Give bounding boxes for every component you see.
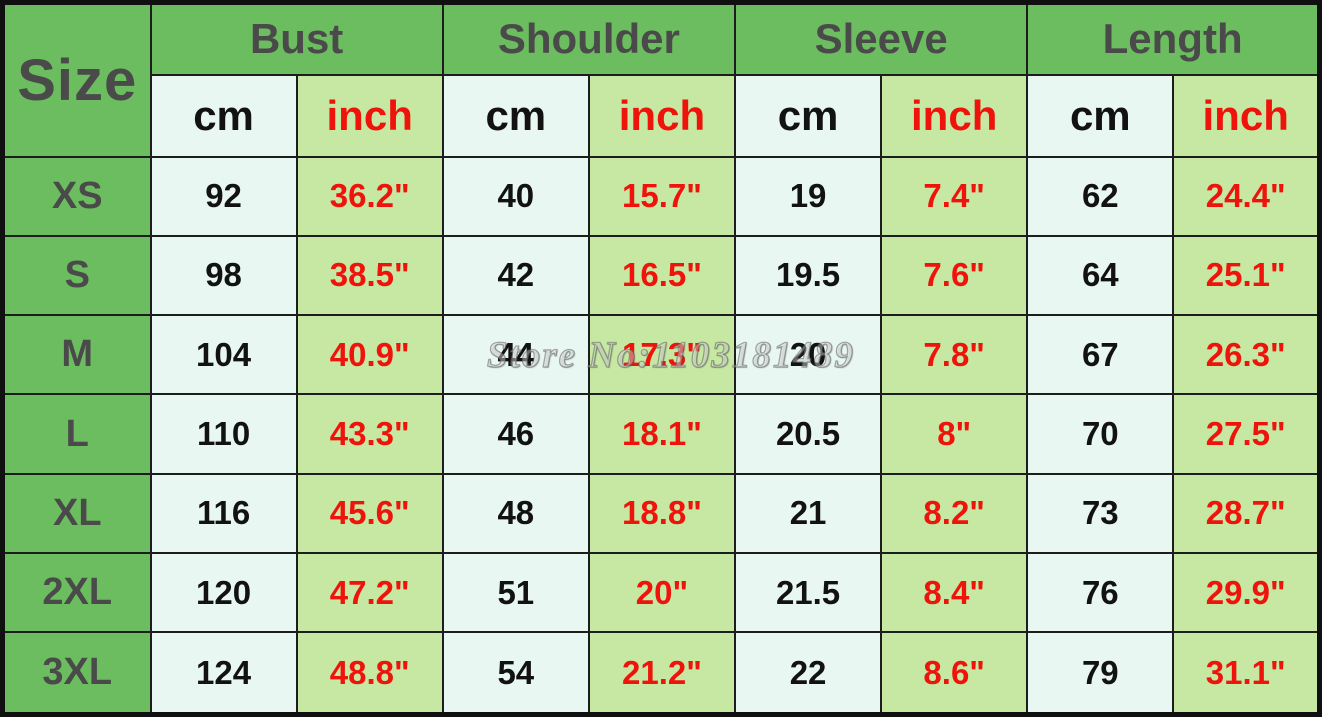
shoulder-inch-cell: 16.5" bbox=[587, 234, 737, 317]
table-row: XS 92 36.2" 40 15.7" 19 7.4" 62 24.4" bbox=[1, 155, 1321, 237]
bust-inch-cell: 43.3" bbox=[295, 393, 444, 475]
bust-cm-header: cm bbox=[149, 73, 298, 158]
shoulder-inch-cell: 21.2" bbox=[587, 631, 737, 716]
shoulder-inch-cell: 20" bbox=[587, 552, 737, 634]
sleeve-cm-cell: 21 bbox=[733, 472, 883, 555]
size-label-cell: M bbox=[1, 314, 152, 396]
size-label-cell: S bbox=[1, 234, 152, 317]
sleeve-cm-cell: 20.5 bbox=[733, 393, 883, 475]
bust-cm-cell: 92 bbox=[149, 155, 298, 237]
bust-inch-cell: 48.8" bbox=[295, 631, 444, 716]
length-cm-cell: 64 bbox=[1026, 234, 1175, 317]
table-row: 2XL 120 47.2" 51 20" 21.5 8.4" 76 29.9" bbox=[1, 552, 1321, 634]
bust-inch-cell: 40.9" bbox=[295, 314, 444, 396]
shoulder-inch-cell: 15.7" bbox=[587, 155, 737, 237]
shoulder-inch-cell: 17.3" bbox=[587, 314, 737, 396]
length-cm-cell: 73 bbox=[1026, 472, 1175, 555]
length-inch-cell: 24.4" bbox=[1172, 155, 1321, 237]
sleeve-inch-cell: 8.4" bbox=[880, 552, 1029, 634]
length-cm-cell: 76 bbox=[1026, 552, 1175, 634]
table-row: S 98 38.5" 42 16.5" 19.5 7.6" 64 25.1" bbox=[1, 234, 1321, 317]
bust-cm-cell: 104 bbox=[149, 314, 298, 396]
sleeve-group-header: Sleeve bbox=[733, 1, 1029, 76]
shoulder-cm-cell: 40 bbox=[441, 155, 590, 237]
sleeve-inch-cell: 8.2" bbox=[880, 472, 1029, 555]
size-label-cell: 3XL bbox=[1, 631, 152, 716]
length-inch-cell: 28.7" bbox=[1172, 472, 1321, 555]
sleeve-cm-cell: 19.5 bbox=[733, 234, 883, 317]
bust-inch-cell: 47.2" bbox=[295, 552, 444, 634]
shoulder-cm-cell: 48 bbox=[441, 472, 590, 555]
sleeve-cm-header: cm bbox=[733, 73, 883, 158]
shoulder-inch-header: inch bbox=[587, 73, 737, 158]
length-inch-header: inch bbox=[1172, 73, 1321, 158]
sleeve-cm-cell: 19 bbox=[733, 155, 883, 237]
bust-inch-header: inch bbox=[295, 73, 444, 158]
shoulder-cm-cell: 42 bbox=[441, 234, 590, 317]
shoulder-cm-header: cm bbox=[441, 73, 590, 158]
bust-cm-cell: 124 bbox=[149, 631, 298, 716]
length-group-header: Length bbox=[1026, 1, 1321, 76]
table-row: XL 116 45.6" 48 18.8" 21 8.2" 73 28.7" bbox=[1, 472, 1321, 555]
sleeve-cm-cell: 20 bbox=[733, 314, 883, 396]
length-inch-cell: 27.5" bbox=[1172, 393, 1321, 475]
table-row: 3XL 124 48.8" 54 21.2" 22 8.6" 79 31.1" bbox=[1, 631, 1321, 716]
bust-cm-cell: 120 bbox=[149, 552, 298, 634]
length-cm-cell: 62 bbox=[1026, 155, 1175, 237]
shoulder-cm-cell: 46 bbox=[441, 393, 590, 475]
sleeve-inch-cell: 8.6" bbox=[880, 631, 1029, 716]
bust-group-header: Bust bbox=[149, 1, 444, 76]
sleeve-inch-cell: 8" bbox=[880, 393, 1029, 475]
length-inch-cell: 25.1" bbox=[1172, 234, 1321, 317]
length-cm-cell: 79 bbox=[1026, 631, 1175, 716]
bust-inch-cell: 38.5" bbox=[295, 234, 444, 317]
shoulder-cm-cell: 54 bbox=[441, 631, 590, 716]
length-inch-cell: 29.9" bbox=[1172, 552, 1321, 634]
table-row: M 104 40.9" 44 17.3" 20 7.8" 67 26.3" bbox=[1, 314, 1321, 396]
length-inch-cell: 31.1" bbox=[1172, 631, 1321, 716]
shoulder-group-header: Shoulder bbox=[441, 1, 737, 76]
shoulder-cm-cell: 51 bbox=[441, 552, 590, 634]
sleeve-inch-cell: 7.8" bbox=[880, 314, 1029, 396]
length-cm-cell: 67 bbox=[1026, 314, 1175, 396]
length-cm-header: cm bbox=[1026, 73, 1175, 158]
sleeve-cm-cell: 22 bbox=[733, 631, 883, 716]
table-row: L 110 43.3" 46 18.1" 20.5 8" 70 27.5" bbox=[1, 393, 1321, 475]
size-label-cell: 2XL bbox=[1, 552, 152, 634]
size-label-cell: L bbox=[1, 393, 152, 475]
sleeve-inch-cell: 7.4" bbox=[880, 155, 1029, 237]
shoulder-inch-cell: 18.8" bbox=[587, 472, 737, 555]
sleeve-cm-cell: 21.5 bbox=[733, 552, 883, 634]
bust-cm-cell: 98 bbox=[149, 234, 298, 317]
size-label-cell: XS bbox=[1, 155, 152, 237]
sleeve-inch-cell: 7.6" bbox=[880, 234, 1029, 317]
bust-cm-cell: 116 bbox=[149, 472, 298, 555]
length-cm-cell: 70 bbox=[1026, 393, 1175, 475]
length-inch-cell: 26.3" bbox=[1172, 314, 1321, 396]
bust-inch-cell: 36.2" bbox=[295, 155, 444, 237]
bust-cm-cell: 110 bbox=[149, 393, 298, 475]
shoulder-inch-cell: 18.1" bbox=[587, 393, 737, 475]
size-column-header: Size bbox=[1, 1, 152, 158]
shoulder-cm-cell: 44 bbox=[441, 314, 590, 396]
size-label-cell: XL bbox=[1, 472, 152, 555]
sleeve-inch-header: inch bbox=[880, 73, 1029, 158]
bust-inch-cell: 45.6" bbox=[295, 472, 444, 555]
